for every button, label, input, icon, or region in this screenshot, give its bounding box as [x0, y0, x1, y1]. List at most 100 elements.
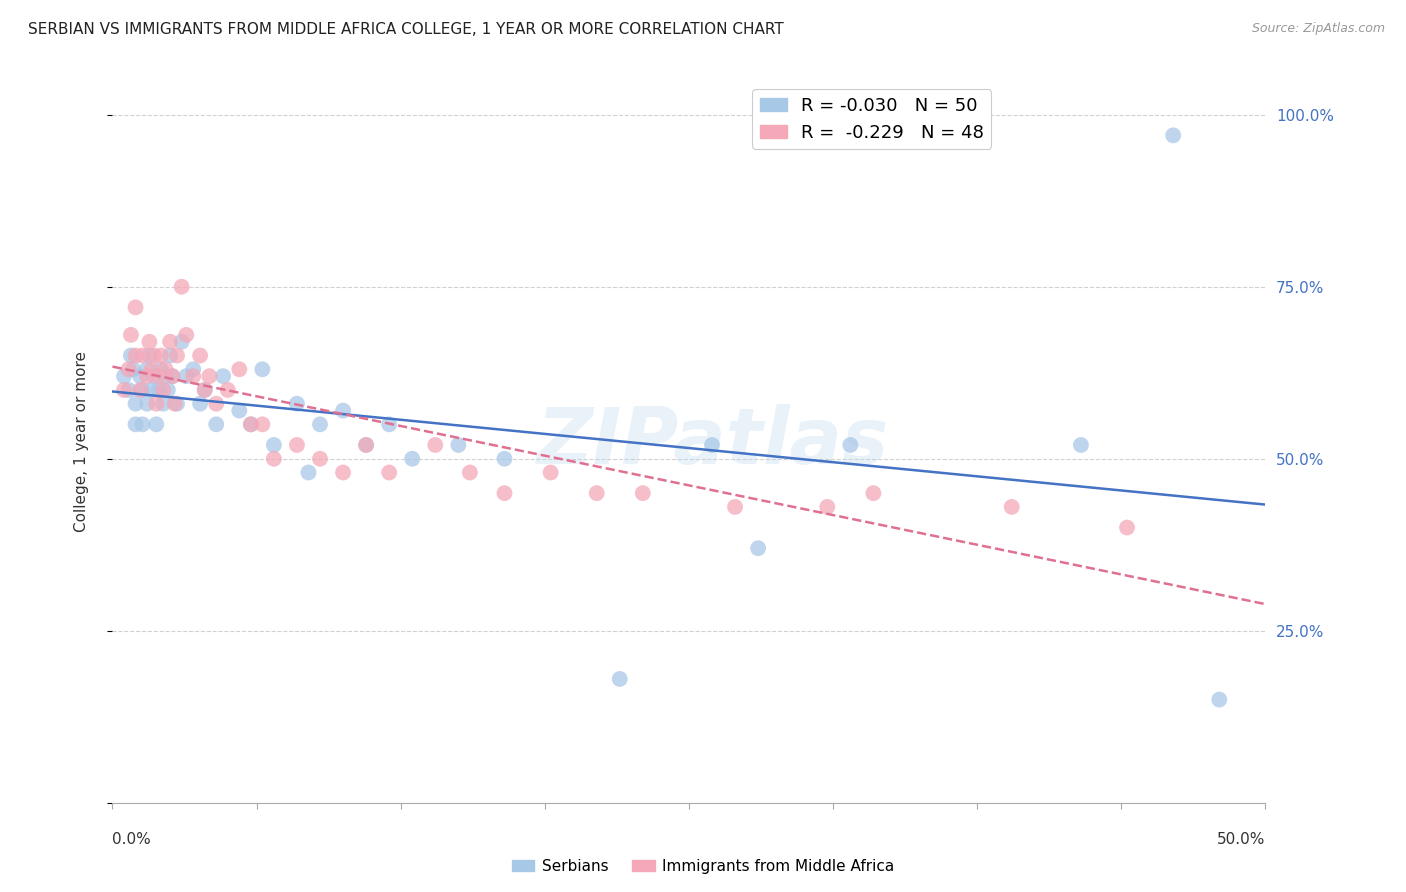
Point: [166, 349, 188, 363]
Point: [188, 397, 211, 411]
Point: [143, 349, 166, 363]
Text: SERBIAN VS IMMIGRANTS FROM MIDDLE AFRICA COLLEGE, 1 YEAR OR MORE CORRELATION CHA: SERBIAN VS IMMIGRANTS FROM MIDDLE AFRICA…: [28, 22, 785, 37]
Point: [155, 362, 177, 376]
Point: [124, 349, 146, 363]
Point: [285, 397, 308, 411]
Point: [252, 417, 274, 432]
Point: [1208, 692, 1230, 706]
Point: [815, 500, 838, 514]
Point: [166, 397, 188, 411]
Point: [285, 438, 308, 452]
Point: [129, 383, 152, 397]
Point: [700, 438, 723, 452]
Point: [163, 397, 186, 411]
Point: [1001, 500, 1024, 514]
Point: [239, 417, 262, 432]
Point: [458, 466, 481, 480]
Point: [112, 383, 135, 397]
Point: [148, 383, 170, 397]
Point: [117, 362, 139, 376]
Point: [120, 327, 142, 342]
Point: [494, 451, 516, 466]
Point: [124, 301, 146, 315]
Point: [143, 369, 166, 384]
Point: [494, 486, 516, 500]
Point: [747, 541, 769, 556]
Point: [188, 349, 211, 363]
Point: [149, 362, 172, 376]
Text: ZIPatlas: ZIPatlas: [536, 403, 889, 480]
Text: 0.0%: 0.0%: [112, 831, 152, 847]
Point: [609, 672, 631, 686]
Point: [131, 417, 153, 432]
Point: [297, 466, 319, 480]
Point: [862, 486, 884, 500]
Point: [263, 451, 285, 466]
Point: [156, 383, 179, 397]
Y-axis label: College, 1 year or more: College, 1 year or more: [75, 351, 89, 532]
Point: [332, 403, 354, 417]
Point: [120, 349, 142, 363]
Point: [122, 362, 145, 376]
Point: [170, 279, 193, 293]
Point: [205, 397, 228, 411]
Point: [585, 486, 607, 500]
Point: [378, 417, 401, 432]
Legend: R = -0.030   N = 50, R =  -0.229   N = 48: R = -0.030 N = 50, R = -0.229 N = 48: [752, 89, 991, 149]
Point: [159, 349, 181, 363]
Point: [124, 417, 146, 432]
Point: [354, 438, 377, 452]
Point: [124, 397, 146, 411]
Point: [162, 369, 184, 384]
Point: [217, 383, 239, 397]
Point: [138, 334, 160, 349]
Point: [447, 438, 470, 452]
Point: [136, 362, 159, 376]
Point: [181, 369, 204, 384]
Point: [212, 369, 235, 384]
Point: [136, 369, 159, 384]
Point: [1116, 520, 1139, 534]
Point: [152, 397, 174, 411]
Point: [228, 362, 250, 376]
Point: [141, 383, 163, 397]
Point: [724, 500, 747, 514]
Legend: Serbians, Immigrants from Middle Africa: Serbians, Immigrants from Middle Africa: [505, 853, 901, 880]
Point: [309, 451, 332, 466]
Point: [425, 438, 447, 452]
Point: [145, 417, 167, 432]
Point: [239, 417, 262, 432]
Point: [354, 438, 377, 452]
Point: [228, 403, 250, 417]
Point: [181, 362, 204, 376]
Point: [155, 369, 177, 384]
Point: [159, 334, 181, 349]
Point: [205, 417, 228, 432]
Point: [252, 362, 274, 376]
Point: [839, 438, 862, 452]
Point: [170, 334, 193, 349]
Point: [152, 383, 174, 397]
Point: [138, 349, 160, 363]
Point: [141, 362, 163, 376]
Point: [198, 369, 221, 384]
Point: [378, 466, 401, 480]
Point: [131, 383, 153, 397]
Point: [194, 383, 217, 397]
Point: [631, 486, 654, 500]
Text: 50.0%: 50.0%: [1218, 831, 1265, 847]
Point: [1070, 438, 1092, 452]
Point: [174, 369, 197, 384]
Point: [1161, 128, 1184, 143]
Point: [309, 417, 332, 432]
Point: [136, 397, 159, 411]
Point: [263, 438, 285, 452]
Point: [194, 383, 217, 397]
Point: [148, 369, 170, 384]
Point: [149, 349, 172, 363]
Point: [131, 349, 153, 363]
Text: Source: ZipAtlas.com: Source: ZipAtlas.com: [1251, 22, 1385, 36]
Point: [332, 466, 354, 480]
Point: [174, 327, 197, 342]
Point: [540, 466, 562, 480]
